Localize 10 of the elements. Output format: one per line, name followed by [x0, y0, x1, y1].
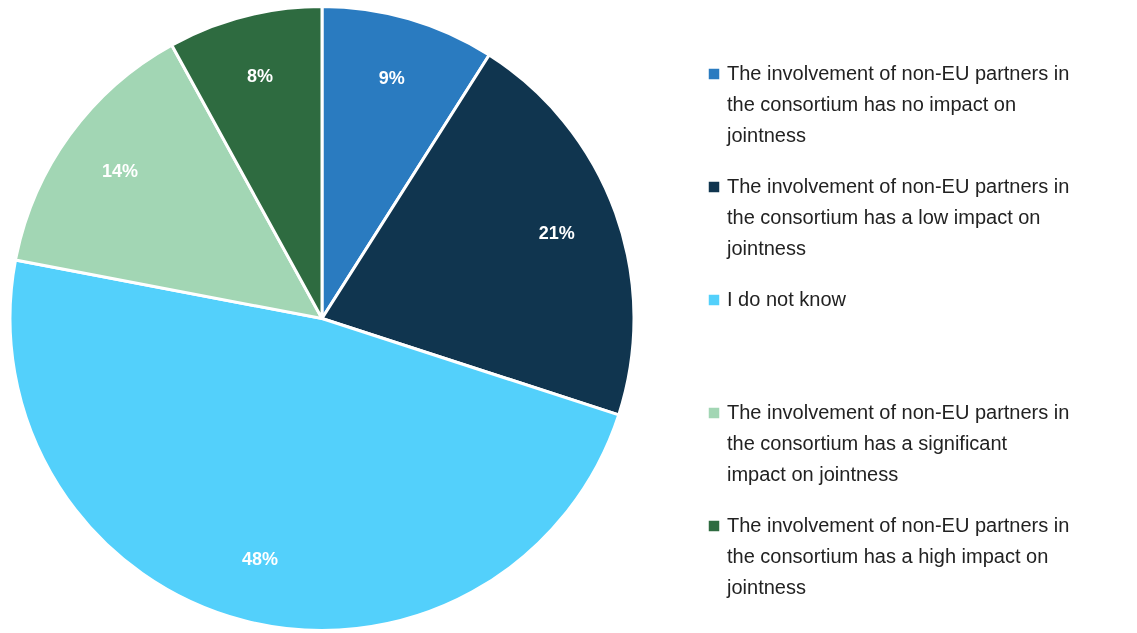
legend-label: The involvement of non-EU partners in the consortium has a high impact on jointness — [726, 514, 1070, 598]
legend-label: The involvement of non-EU partners in the consortium has no impact on jointness — [726, 62, 1070, 146]
data-label: 48% — [241, 549, 278, 570]
data-label: 9% — [378, 67, 405, 88]
legend-label: I do not know — [727, 288, 847, 310]
legend-label: The involvement of non-EU partners in the consortium has a significant impact on jointness — [727, 401, 1070, 485]
data-label: 14% — [102, 160, 139, 181]
data-label: 21% — [538, 222, 575, 243]
legend-label: The involvement of non-EU partners in the consortium has a low impact on jointness — [726, 175, 1070, 259]
data-label: 8% — [246, 65, 273, 86]
